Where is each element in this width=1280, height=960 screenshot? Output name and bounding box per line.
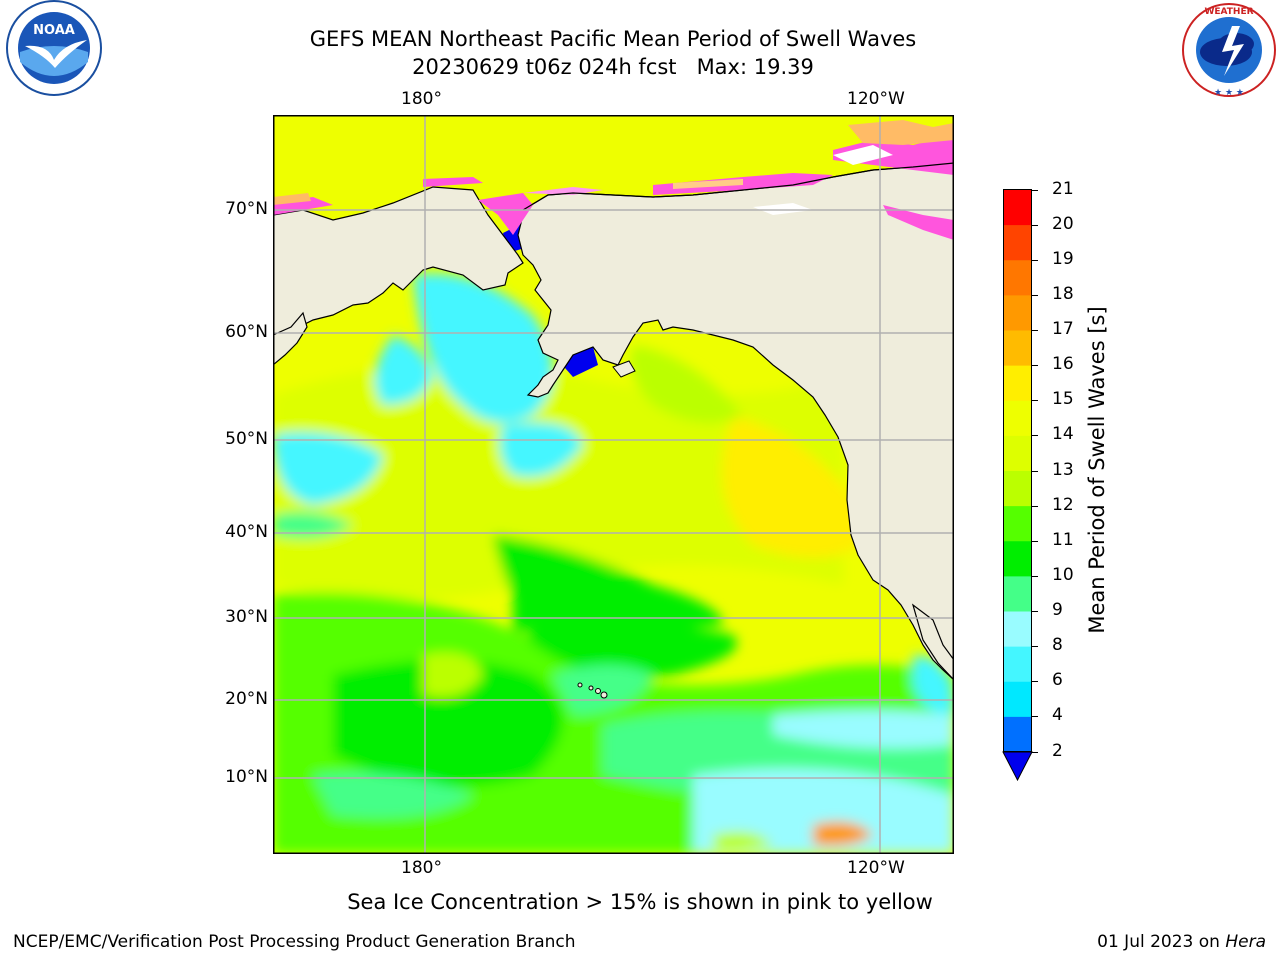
colorbar-tick-mark [1032, 505, 1038, 507]
colorbar [1002, 189, 1033, 782]
colorbar-tick-mark [1032, 751, 1038, 753]
colorbar-band [1003, 716, 1032, 752]
colorbar-tick-label: 20 [1052, 213, 1074, 234]
colorbar-extend-triangle [1002, 751, 1033, 782]
colorbar-band [1003, 575, 1032, 612]
svg-text:WEATHER: WEATHER [1204, 7, 1253, 17]
chart-title: GEFS MEAN Northeast Pacific Mean Period … [309, 27, 917, 51]
colorbar-band [1003, 611, 1032, 647]
lat-label-50n: 50°N [225, 429, 268, 449]
swell-period-map [273, 115, 954, 854]
lat-label-60n: 60°N [225, 322, 268, 342]
colorbar-tick-mark [1032, 400, 1038, 402]
footer-date: 01 Jul 2023 on Hera [1097, 932, 1266, 952]
footer-host: Hera [1225, 932, 1266, 952]
colorbar-tick-label: 12 [1052, 494, 1074, 515]
colorbar-tick-mark [1032, 330, 1038, 331]
colorbar-tick-mark [1032, 189, 1038, 191]
colorbar-tick-mark [1032, 540, 1038, 542]
colorbar-band [1003, 365, 1032, 401]
lat-label-70n: 70°N [225, 199, 268, 219]
colorbar-band [1003, 435, 1032, 471]
lon-label-top-180: 180° [401, 89, 442, 109]
colorbar-tick-label: 15 [1052, 389, 1074, 410]
chart-subtitle: 20230629 t06z 024h fcst Max: 19.39 [412, 55, 814, 79]
colorbar-band [1003, 646, 1032, 682]
colorbar-tick-mark [1032, 470, 1038, 472]
colorbar-tick-label: 14 [1052, 424, 1074, 445]
colorbar-tick-mark [1032, 365, 1038, 367]
colorbar-tick-label: 6 [1052, 670, 1063, 691]
colorbar-band [1003, 400, 1032, 436]
lon-label-bottom-120w: 120°W [847, 858, 905, 878]
colorbar-tick-mark [1032, 716, 1038, 718]
colorbar-band [1003, 681, 1032, 717]
sea-ice-caption: Sea Ice Concentration > 15% is shown in … [347, 890, 933, 914]
colorbar-tick-mark [1032, 294, 1038, 296]
lat-label-10n: 10°N [225, 767, 268, 787]
colorbar-tick-label: 13 [1052, 459, 1074, 480]
colorbar-tick-label: 10 [1052, 564, 1074, 585]
colorbar-band [1003, 540, 1032, 577]
colorbar-tick-mark [1032, 259, 1038, 261]
colorbar-tick-label: 9 [1052, 600, 1063, 620]
lat-label-30n: 30°N [225, 607, 268, 627]
lon-label-bottom-180: 180° [401, 858, 442, 878]
colorbar-tick-mark [1032, 611, 1038, 612]
colorbar-band [1003, 330, 1032, 366]
colorbar-tick-label: 8 [1052, 635, 1063, 656]
colorbar-tick-label: 11 [1052, 529, 1074, 550]
colorbar-tick-label: 17 [1052, 319, 1074, 339]
colorbar-tick-mark [1032, 435, 1038, 437]
colorbar-label: Mean Period of Swell Waves [s] [1085, 306, 1109, 634]
nws-logo: WEATHER ★ ★ ★ [1182, 3, 1276, 98]
footer-date-text: 01 Jul 2023 on [1097, 932, 1226, 952]
lon-label-top-120w: 120°W [847, 89, 905, 109]
colorbar-band [1003, 470, 1032, 507]
colorbar-tick-label: 19 [1052, 248, 1074, 269]
noaa-logo: NOAA [6, 0, 102, 96]
colorbar-band [1003, 294, 1032, 331]
colorbar-band [1003, 505, 1032, 542]
colorbar-tick-mark [1032, 646, 1038, 648]
noaa-text: NOAA [33, 23, 75, 38]
lat-label-40n: 40°N [225, 522, 268, 542]
colorbar-tick-mark [1032, 681, 1038, 683]
svg-text:★ ★ ★: ★ ★ ★ [1214, 88, 1244, 98]
colorbar-tick-mark [1032, 224, 1038, 226]
colorbar-tick-label: 21 [1052, 178, 1074, 199]
colorbar-band [1003, 259, 1032, 296]
colorbar-tick-label: 18 [1052, 283, 1074, 304]
lat-label-20n: 20°N [225, 689, 268, 709]
colorbar-tick-label: 4 [1052, 705, 1063, 726]
footer-credit: NCEP/EMC/Verification Post Processing Pr… [13, 932, 576, 952]
colorbar-band [1003, 189, 1032, 226]
colorbar-ticks: 21 20 19 18 17 16 15 14 13 12 11 10 9 8 6 4 2 [1032, 0, 1092, 960]
colorbar-tick-mark [1032, 575, 1038, 577]
colorbar-band [1003, 224, 1032, 261]
colorbar-tick-label: 16 [1052, 354, 1074, 375]
colorbar-tick-label: 2 [1052, 740, 1063, 761]
